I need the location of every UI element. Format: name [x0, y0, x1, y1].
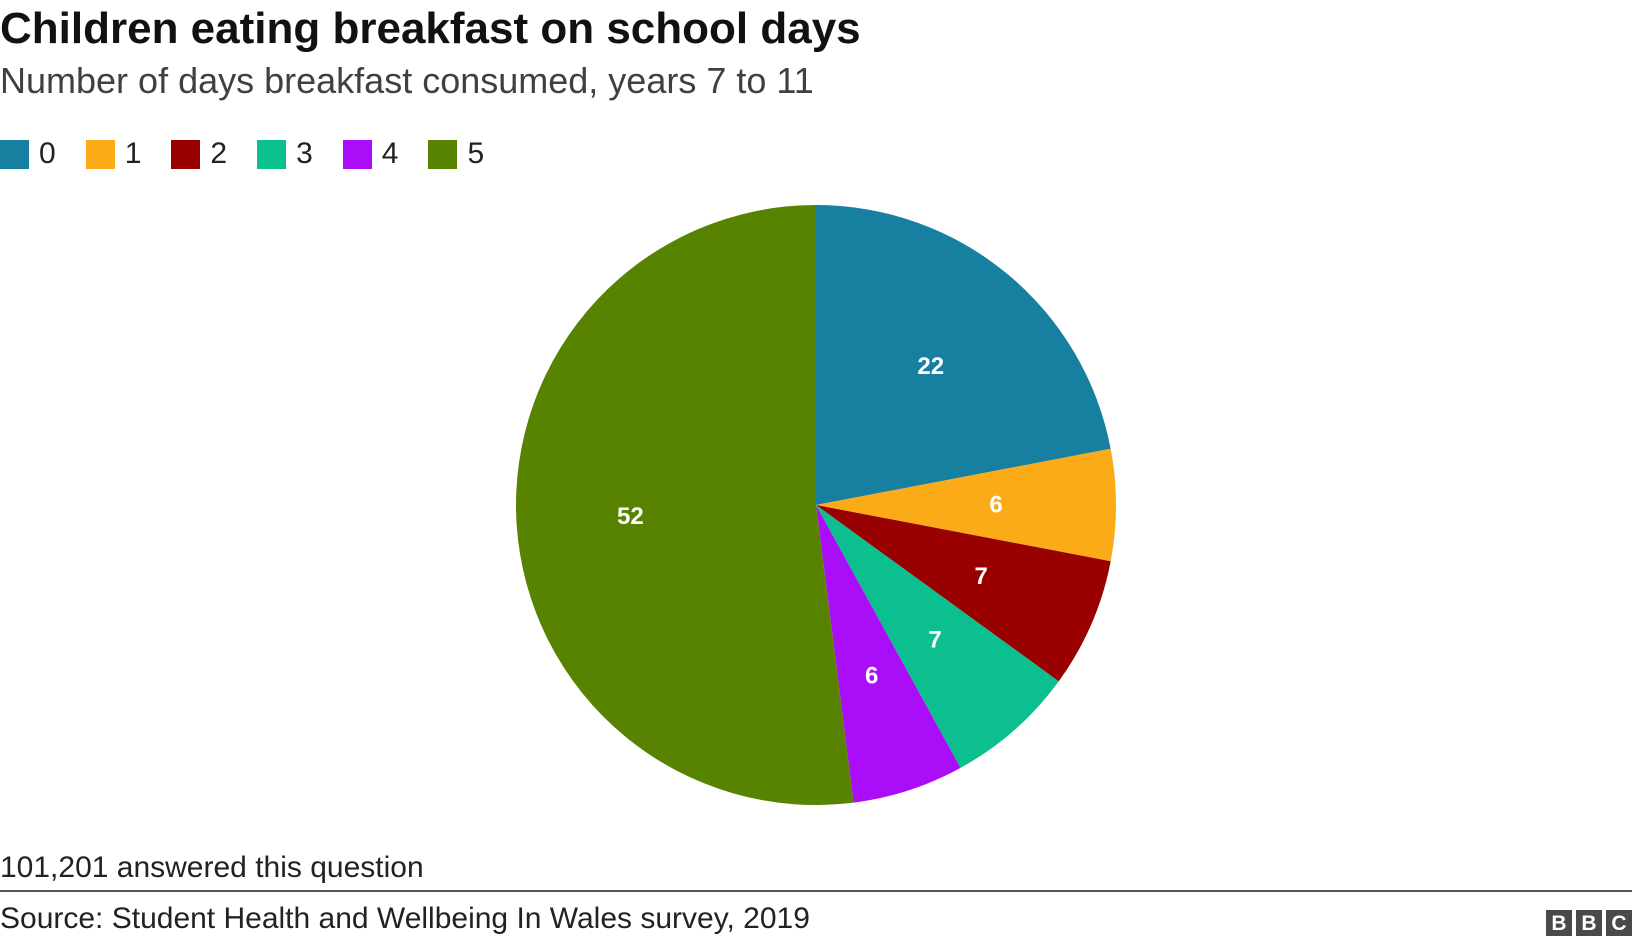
pie-slice-5	[516, 205, 854, 805]
bbc-logo-letter: B	[1546, 910, 1572, 936]
legend-label: 2	[210, 137, 228, 170]
pie-slice-value-label: 52	[617, 503, 644, 530]
bbc-logo-letter: B	[1576, 910, 1602, 936]
legend-label: 4	[381, 137, 399, 170]
legend-label: 3	[296, 137, 313, 170]
chart-subtitle: Number of days breakfast consumed, years…	[0, 60, 814, 101]
legend-item: 4	[342, 137, 399, 171]
pie-slice-value-label: 22	[917, 353, 944, 380]
pie-slice-1	[816, 448, 1116, 562]
legend-label: 0	[39, 137, 56, 170]
pie-slice-2	[816, 505, 1111, 682]
legend-swatch	[342, 139, 372, 169]
pie-slice-value-label: 7	[928, 627, 941, 654]
legend-item: 2	[171, 137, 227, 171]
legend-label: 1	[124, 137, 142, 170]
pie-slice-3	[816, 505, 1059, 768]
pie-slice-value-label: 6	[989, 492, 1002, 519]
legend-swatch	[257, 139, 287, 169]
legend-item: 5	[428, 137, 484, 171]
respondent-count-note: 101,201 answered this question	[0, 851, 424, 884]
pie-slice-value-label: 7	[975, 563, 988, 590]
pie-slice-4	[816, 505, 961, 803]
legend-label: 5	[467, 137, 485, 170]
footer-divider	[0, 890, 1632, 892]
legend-item: 3	[257, 137, 313, 171]
pie-slice-0	[816, 205, 1111, 505]
source-note: Source: Student Health and Wellbeing In …	[0, 902, 810, 935]
legend-swatch	[428, 139, 458, 169]
legend-swatch	[171, 139, 201, 169]
pie-slice-value-label: 6	[865, 663, 878, 690]
legend-item: 0	[0, 137, 56, 171]
legend-swatch	[85, 139, 115, 169]
bbc-logo: B B C	[1546, 910, 1632, 936]
legend-item: 1	[85, 137, 142, 171]
bbc-logo-letter: C	[1606, 910, 1632, 936]
chart-legend: 0 1 2 3 4 5	[0, 137, 514, 171]
chart-title: Children eating breakfast on school days	[0, 4, 861, 53]
legend-swatch	[0, 139, 29, 169]
